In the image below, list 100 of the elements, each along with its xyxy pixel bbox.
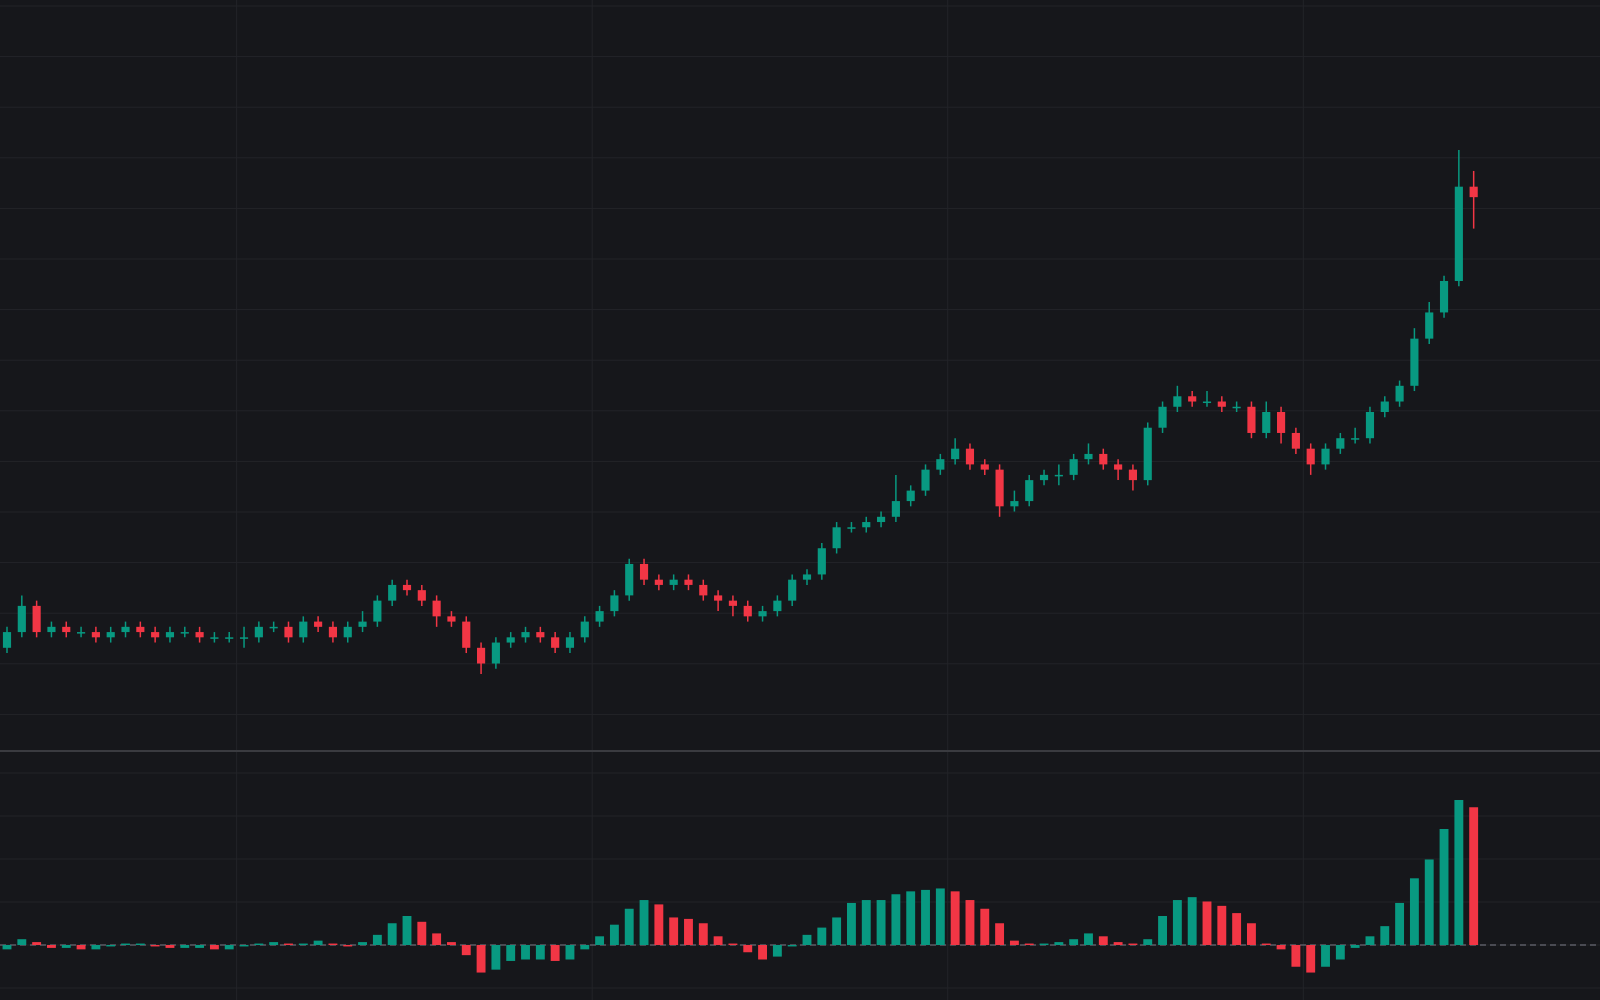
bar — [609, 924, 619, 945]
bar — [550, 945, 560, 961]
bar — [1454, 800, 1464, 945]
bar — [61, 945, 71, 948]
bar — [980, 908, 990, 945]
candlestick — [1099, 447, 1108, 471]
bar — [876, 900, 886, 945]
bar — [832, 917, 842, 945]
bar — [713, 936, 723, 945]
candlestick — [1010, 489, 1019, 513]
bar — [965, 900, 975, 945]
bar — [32, 942, 42, 945]
candlestick — [1262, 400, 1271, 439]
bar — [891, 894, 901, 945]
candlestick — [91, 626, 100, 644]
bar — [861, 900, 871, 945]
bar — [417, 921, 427, 945]
bar — [1069, 939, 1079, 945]
bar — [995, 923, 1005, 945]
bar — [491, 945, 501, 970]
bar — [195, 945, 205, 948]
candlestick — [699, 578, 708, 602]
candlestick — [388, 578, 397, 607]
bar — [654, 904, 664, 945]
bar — [91, 945, 101, 950]
bar — [847, 902, 856, 945]
bar — [1098, 936, 1108, 945]
candlestick — [610, 589, 619, 618]
bar — [921, 889, 930, 945]
candlestick — [254, 620, 263, 644]
candlestick — [728, 594, 737, 618]
candlestick — [551, 631, 560, 654]
candlestick — [1336, 432, 1345, 455]
bar — [1187, 897, 1197, 945]
candlestick — [477, 641, 486, 675]
bar — [1321, 945, 1330, 967]
bar — [269, 942, 279, 945]
candlestick — [225, 631, 234, 644]
bar — [313, 940, 323, 945]
candlestick — [565, 631, 575, 654]
bar — [432, 933, 442, 945]
bar — [165, 945, 175, 948]
bar — [1113, 942, 1123, 945]
bar — [476, 945, 486, 973]
bar — [1247, 923, 1256, 945]
candlestick — [1380, 395, 1389, 418]
bar — [1143, 939, 1153, 945]
candlestick — [1069, 453, 1078, 481]
bar — [1291, 945, 1301, 967]
candlestick — [1173, 385, 1182, 413]
bar — [595, 936, 605, 945]
candlestick — [1277, 406, 1286, 445]
candlestick — [165, 626, 175, 644]
candlestick — [180, 626, 189, 639]
candlestick — [343, 620, 352, 644]
bar — [580, 945, 590, 950]
candlestick — [491, 636, 500, 670]
bar — [224, 945, 234, 950]
bar — [817, 927, 827, 945]
bar — [1009, 940, 1019, 945]
bar — [387, 923, 397, 945]
bar — [772, 945, 782, 957]
bar — [180, 945, 190, 948]
bar — [565, 945, 575, 960]
candlestick — [936, 453, 945, 476]
candlestick — [432, 594, 441, 628]
bar — [372, 934, 382, 945]
candlestick — [832, 521, 841, 555]
bar — [1469, 807, 1479, 945]
bar — [521, 945, 530, 960]
bar — [76, 945, 86, 950]
bar — [1084, 933, 1093, 945]
bar — [447, 942, 456, 945]
candlestick — [1306, 442, 1315, 476]
candlestick — [2, 626, 12, 654]
candlestick — [373, 594, 382, 628]
bar — [1439, 829, 1449, 945]
bar — [1365, 936, 1375, 945]
candlestick — [358, 610, 367, 633]
candlestick — [417, 584, 426, 607]
candlestick — [299, 615, 308, 644]
bar — [906, 891, 916, 945]
candlestick — [595, 605, 604, 628]
candlestick — [1025, 474, 1034, 508]
candlestick — [1321, 442, 1330, 471]
bar — [506, 945, 516, 961]
bar — [1217, 905, 1227, 945]
bar — [1232, 913, 1242, 945]
candlestick — [580, 615, 589, 644]
bar — [1380, 926, 1390, 945]
bar — [17, 939, 27, 945]
candlestick — [151, 626, 160, 644]
bar — [1158, 916, 1167, 945]
candlestick — [1351, 426, 1360, 445]
bar — [47, 945, 56, 948]
candlestick — [743, 599, 752, 623]
bar — [743, 945, 753, 953]
bar — [758, 945, 767, 960]
bar — [698, 923, 708, 945]
candlestick — [951, 437, 960, 466]
